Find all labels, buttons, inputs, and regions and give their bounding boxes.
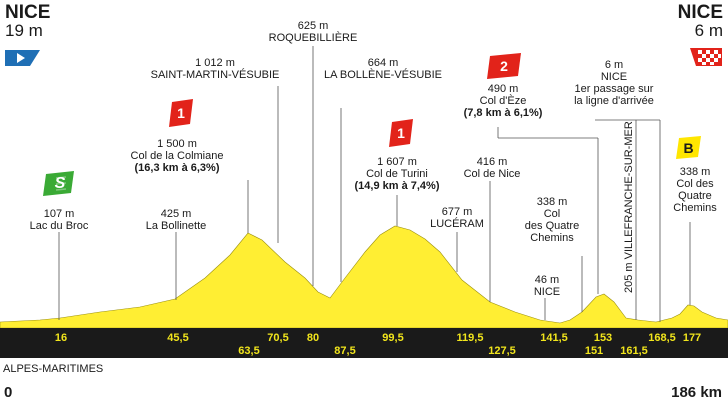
distance-end: 186 km	[671, 384, 722, 401]
leader-lines	[58, 46, 691, 322]
km-label: 153	[593, 332, 613, 344]
km-label: 80	[306, 332, 320, 344]
annotation-nice-6: 6 m NICE 1er passage sur la ligne d'arrivée	[574, 59, 654, 107]
sprint-letter: S	[54, 175, 66, 192]
km-label: 87,5	[334, 345, 356, 357]
km-label: 45,5	[167, 332, 189, 344]
start-arrow-icon	[17, 53, 25, 63]
annotation-eze: 490 m Col d'Èze (7,8 km à 6,1%)	[463, 83, 543, 119]
km-label: 63,5	[238, 345, 260, 357]
annotation-villefranche: 205 m VILLEFRANCHE-SUR-MER	[623, 121, 635, 293]
km-label: 16	[54, 332, 68, 344]
annotation-col-de-nice: 416 m Col de Nice	[463, 156, 521, 180]
km-label: 119,5	[456, 332, 484, 344]
distance-start: 0	[4, 384, 13, 401]
climb-cat2-marker-icon	[487, 53, 521, 79]
km-label: 161,5	[620, 345, 648, 357]
km-label: 151	[584, 345, 604, 357]
km-label: 177	[682, 332, 702, 344]
annotation-saint-martin: 1 012 m SAINT-MARTIN-VÉSUBIE	[150, 57, 280, 81]
annotation-nice-46: 46 m NICE	[533, 274, 561, 298]
annotation-colmiane: 1 500 m Col de la Colmiane (16,3 km à 6,3%…	[130, 138, 224, 174]
km-label: 99,5	[382, 332, 404, 344]
finish-city: NICE	[677, 2, 723, 23]
cat2-letter: 2	[500, 58, 508, 74]
annotation-turini: 1 607 m Col de Turini (14,9 km à 7,4%)	[354, 156, 440, 192]
km-label: 141,5	[540, 332, 568, 344]
annotation-la-bollinette: 425 m La Bollinette	[145, 208, 207, 232]
annotation-quatre-chemins-1: 338 m Col des Quatre Chemins	[524, 196, 580, 244]
km-label: 168,5	[648, 332, 676, 344]
sprint-marker-icon	[43, 171, 74, 196]
annotation-quatre-chemins-2: 338 m Col des Quatre Chemins	[673, 166, 717, 214]
cat1-letter: 1	[177, 105, 185, 121]
region-label: ALPES-MARITIMES	[3, 363, 104, 375]
finish-flag-icon	[690, 48, 722, 66]
km-label: 127,5	[488, 345, 516, 357]
cat1-letter: 1	[397, 125, 405, 141]
annotation-bollene: 664 m LA BOLLÈNE-VÉSUBIE	[324, 57, 442, 81]
climb-cat1-marker-icon	[389, 119, 413, 147]
start-city: NICE	[5, 2, 51, 23]
km-label: 70,5	[267, 332, 289, 344]
annotation-lac-du-broc: 107 m Lac du Broc	[29, 208, 89, 232]
elevation-profile	[0, 225, 728, 329]
annotation-luceram: 677 m LUCÉRAM	[430, 206, 484, 230]
bonus-marker-icon	[676, 136, 701, 159]
climb-cat1-marker-icon	[169, 99, 193, 127]
start-elevation: 19 m	[5, 21, 43, 40]
bonus-letter: B	[683, 140, 694, 156]
distance-band	[0, 328, 728, 358]
finish-elevation: 6 m	[694, 21, 723, 40]
annotation-roquebilliere: 625 m ROQUEBILLIÈRE	[268, 20, 358, 44]
